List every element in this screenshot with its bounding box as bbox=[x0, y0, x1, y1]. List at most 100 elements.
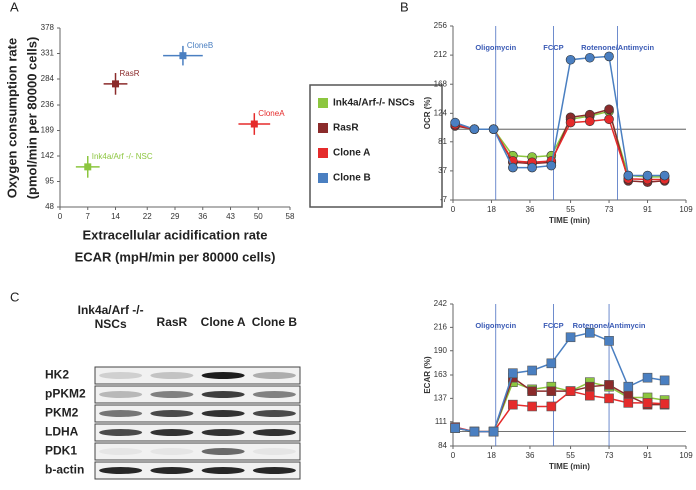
y-axis-title: Oxygen consumption rate bbox=[4, 38, 19, 198]
blot-band bbox=[252, 448, 296, 455]
blot-strip bbox=[94, 385, 301, 404]
y-tick-label: 256 bbox=[434, 21, 448, 30]
blot-row-label: pPKM2 bbox=[45, 387, 86, 401]
blot-strip bbox=[94, 404, 301, 423]
y-tick-label: 142 bbox=[41, 151, 55, 160]
event-label: Oligomycin bbox=[475, 43, 516, 52]
x-tick-label: 36 bbox=[526, 205, 535, 214]
point bbox=[546, 386, 557, 396]
legend-swatch bbox=[318, 173, 328, 183]
y-tick-label: 190 bbox=[434, 346, 448, 355]
point bbox=[585, 390, 595, 401]
point-annotation: Ink4a/Arf -/- NSC bbox=[92, 152, 153, 161]
series-line bbox=[455, 381, 665, 433]
point bbox=[112, 80, 120, 88]
point-annotation: CloneA bbox=[258, 109, 285, 118]
point bbox=[604, 393, 614, 404]
blot-strip bbox=[94, 442, 301, 461]
point bbox=[450, 423, 460, 433]
y-tick-label: 168 bbox=[434, 79, 448, 88]
x-tick-label: 22 bbox=[143, 212, 152, 221]
x-tick-label: 7 bbox=[86, 212, 91, 221]
y-tick-label: 84 bbox=[438, 441, 447, 450]
point bbox=[659, 170, 670, 181]
y-tick-label: 189 bbox=[41, 126, 55, 135]
x-tick-label: 73 bbox=[605, 205, 614, 214]
point bbox=[565, 332, 576, 343]
point bbox=[659, 398, 670, 409]
blot-band bbox=[201, 467, 245, 474]
point-annotation: RasR bbox=[120, 69, 140, 78]
y-tick-label: 163 bbox=[434, 370, 448, 379]
y-tick-label: 216 bbox=[434, 322, 448, 331]
blot-row-label: PDK1 bbox=[45, 444, 77, 458]
blot-band bbox=[252, 372, 296, 379]
panel-label: A bbox=[10, 0, 19, 14]
y-tick-label: 378 bbox=[41, 23, 55, 32]
y-tick-label: 284 bbox=[41, 74, 55, 83]
point bbox=[488, 426, 499, 437]
point bbox=[585, 381, 595, 392]
x-tick-label: 0 bbox=[451, 451, 456, 460]
point bbox=[623, 170, 634, 181]
x-tick-label: 18 bbox=[487, 451, 496, 460]
y-tick-label: 137 bbox=[434, 393, 448, 402]
legend-swatch bbox=[318, 123, 328, 133]
x-tick-label: 36 bbox=[526, 451, 535, 460]
point bbox=[508, 162, 518, 173]
series-line bbox=[455, 331, 665, 433]
legend-box bbox=[309, 84, 443, 208]
blot-row-label: LDHA bbox=[45, 425, 79, 439]
x-tick-label: 0 bbox=[451, 205, 456, 214]
point bbox=[469, 426, 480, 437]
blot-row-label: b-actin bbox=[45, 463, 84, 477]
x-tick-label: 55 bbox=[566, 205, 575, 214]
point bbox=[250, 120, 258, 128]
point bbox=[565, 117, 576, 128]
event-label: Rotenone/Antimycin bbox=[573, 321, 646, 330]
legend-label: Clone A bbox=[333, 148, 370, 159]
x-tick-label: 91 bbox=[643, 205, 652, 214]
point bbox=[527, 162, 537, 173]
x-tick-label: 36 bbox=[198, 212, 207, 221]
legend-swatch bbox=[318, 148, 328, 158]
x-tick-label: 55 bbox=[566, 451, 575, 460]
y-tick-label: 37 bbox=[438, 166, 447, 175]
blot-band bbox=[99, 410, 143, 417]
y-tick-label: 111 bbox=[435, 417, 448, 426]
blot-strip bbox=[94, 461, 301, 480]
blot-column-label: Clone B bbox=[252, 315, 298, 329]
y-axis-title: (pmol/min per 80000 cells) bbox=[24, 37, 39, 200]
blot-band bbox=[252, 467, 296, 474]
point bbox=[604, 336, 614, 346]
point bbox=[604, 51, 614, 62]
x-axis-title: TIME (min) bbox=[549, 216, 590, 225]
point bbox=[585, 116, 595, 127]
x-axis-title: Extracellular acidification rate bbox=[83, 227, 268, 242]
blot-band bbox=[150, 410, 194, 417]
blot-band bbox=[150, 448, 194, 455]
legend-label: Ink4a/Arf-/- NSCs bbox=[333, 98, 415, 109]
point bbox=[488, 124, 499, 135]
blot-band bbox=[252, 429, 296, 436]
blot-column-label: Ink4a/Arf -/- NSCs bbox=[77, 303, 144, 331]
point bbox=[450, 117, 460, 128]
blot-row-label: HK2 bbox=[45, 368, 69, 382]
x-tick-label: 0 bbox=[58, 212, 63, 221]
point bbox=[546, 401, 557, 412]
point bbox=[546, 160, 557, 171]
y-tick-label: 124 bbox=[434, 108, 448, 117]
y-tick-label: 48 bbox=[45, 202, 54, 211]
blot-band bbox=[150, 372, 194, 379]
y-tick-label: 95 bbox=[45, 177, 54, 186]
blot-band bbox=[252, 391, 296, 398]
blot-band bbox=[99, 429, 143, 436]
blot-band bbox=[201, 372, 245, 379]
point bbox=[642, 398, 653, 408]
event-label: FCCP bbox=[543, 43, 563, 52]
point bbox=[179, 52, 187, 60]
blot-band bbox=[99, 448, 143, 455]
blot-band bbox=[99, 372, 143, 379]
